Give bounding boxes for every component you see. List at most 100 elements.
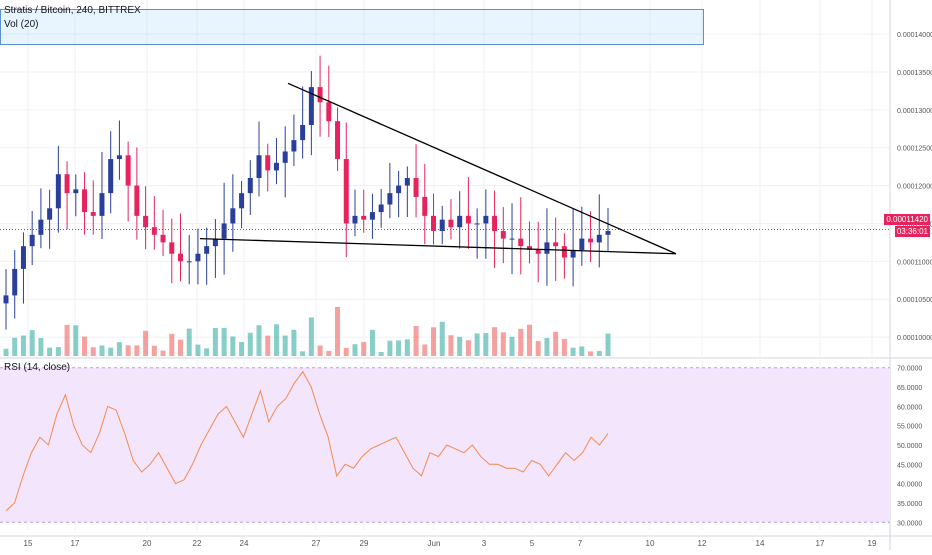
price-axis-label: 0.00013500 (897, 70, 932, 77)
volume-bar (195, 344, 201, 356)
volume-bar (387, 340, 393, 356)
candle-body (404, 178, 410, 186)
volume-bar (605, 333, 611, 356)
symbol-info-box[interactable] (0, 9, 704, 45)
volume-bar (465, 340, 471, 356)
volume-bar (518, 328, 524, 356)
volume-bar (378, 351, 384, 356)
volume-bar (38, 338, 44, 356)
volume-bar (483, 333, 489, 356)
rsi-band (0, 367, 890, 523)
volume-bar (177, 339, 183, 356)
volume-bar (160, 350, 166, 356)
volume-bar (561, 338, 567, 356)
volume-bar (404, 339, 410, 356)
volume-bar (317, 345, 323, 356)
rsi-axis-label: 30.0000 (897, 520, 922, 527)
candle-body (361, 215, 367, 220)
volume-bar (500, 332, 506, 356)
time-axis-label: 20 (143, 539, 152, 548)
rsi-axis-label: 45.0000 (897, 462, 922, 469)
price-axis-label: 0.00012500 (897, 146, 932, 153)
volume-bar (439, 321, 445, 356)
rsi-line (5, 370, 609, 512)
volume-bar (143, 330, 149, 356)
volume-bar (343, 347, 349, 356)
trendline-support[interactable] (199, 237, 677, 255)
volume-bar (3, 348, 9, 356)
last-price-tag: 0.00011420 (884, 214, 930, 225)
candle-body (483, 215, 489, 224)
candle-body (526, 246, 532, 250)
volume-bar (247, 332, 253, 356)
candle-body (422, 196, 428, 216)
volume-bar (221, 327, 227, 356)
volume-indicator-label: Vol (20) (4, 19, 39, 30)
volume-bar (335, 306, 341, 356)
rsi-indicator-label: RSI (14, close) (4, 362, 71, 373)
rsi-axis-label: 40.0000 (897, 482, 922, 489)
candle-body (82, 189, 88, 213)
candle-body (518, 238, 524, 247)
volume-bar (509, 336, 515, 356)
candle-body (317, 87, 323, 103)
time-axis-label: 14 (756, 539, 765, 548)
volume-bar (64, 324, 70, 356)
candle-body (291, 140, 297, 152)
candle-body (99, 193, 105, 216)
time-axis-label: 24 (240, 539, 249, 548)
price-axis-label: 0.00014000 (897, 32, 932, 39)
volume-bar (326, 350, 332, 356)
candle-body (457, 215, 463, 228)
time-axis-label: 17 (71, 539, 80, 548)
candle-body (247, 178, 253, 194)
volume-bar (90, 347, 96, 356)
volume-bar (186, 328, 192, 356)
candle-body (160, 234, 166, 243)
time-axis-label: 17 (816, 539, 825, 548)
candle-body (116, 155, 122, 160)
candle-body (221, 223, 227, 239)
candle-body (47, 208, 53, 220)
volume-bar (361, 342, 367, 356)
volume-bar (230, 336, 236, 356)
candle-body (239, 193, 245, 209)
rsi-axis-label: 60.0000 (897, 404, 922, 411)
countdown-tag: 03:36:01 (894, 226, 930, 237)
candle-body (90, 212, 96, 216)
candle-body (300, 124, 306, 141)
candle-body (186, 261, 192, 263)
volume-bar (151, 345, 157, 356)
candle-body (500, 231, 506, 239)
volume-bar (553, 331, 559, 356)
time-axis-label: 12 (698, 539, 707, 548)
time-axis-label: 3 (482, 539, 487, 548)
rsi-axis-label: 35.0000 (897, 501, 922, 508)
candle-body (448, 219, 454, 228)
volume-bar (308, 317, 314, 356)
candle-body (177, 253, 183, 262)
price-axis-label: 0.00012000 (897, 184, 932, 191)
candle-body (509, 238, 515, 240)
volume-bar (596, 351, 602, 356)
candle-body (204, 246, 210, 254)
price-axis-label: 0.00010000 (897, 335, 932, 342)
candle-body (605, 231, 611, 235)
volume-bar (116, 342, 122, 356)
candle-body (570, 249, 576, 258)
price-axis-label: 0.00011000 (897, 259, 932, 266)
candle-body (343, 159, 349, 224)
volume-bar (55, 347, 61, 356)
volume-bar (448, 335, 454, 356)
volume-bar (212, 327, 218, 356)
volume-bar (239, 341, 245, 356)
candle-body (256, 155, 262, 178)
trendline-resistance[interactable] (287, 82, 677, 255)
candle-body (439, 219, 445, 232)
candle-body (12, 268, 18, 296)
volume-bar (47, 347, 53, 356)
candle-body (335, 121, 341, 160)
candle-body (38, 219, 44, 235)
